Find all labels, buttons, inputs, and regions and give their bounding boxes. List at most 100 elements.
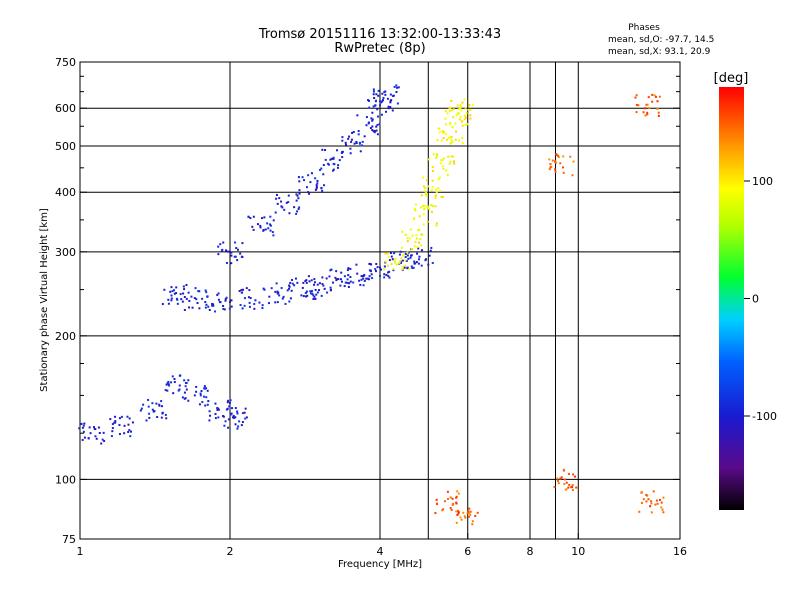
scatter-point [225,249,228,252]
x-tick-label: 16 [673,545,687,558]
scatter-point [352,281,355,284]
scatter-point [451,126,454,129]
scatter-point [230,412,233,415]
scatter-point [563,483,566,486]
scatter-point [303,179,306,182]
scatter-point [333,163,336,166]
scatter-point [414,262,417,265]
scatter-point [243,411,246,414]
x-tick-label: 2 [227,545,234,558]
scatter-point [421,176,424,179]
scatter-point [264,228,267,231]
scatter-point [276,301,279,304]
scatter-point [650,511,653,514]
scatter-point [153,410,156,413]
scatter-point [443,157,446,160]
scatter-point [239,304,242,307]
scatter-point [430,246,433,249]
scatter-point [454,138,457,141]
scatter-point [434,205,437,208]
scatter-point [314,288,317,291]
scatter-point [205,291,208,294]
scatter-point [346,281,349,284]
scatter-point [377,115,380,118]
scatter-point [445,169,448,172]
scatter-point [286,289,289,292]
scatter-point [352,130,355,133]
scatter-point [109,418,112,421]
scatter-point [422,185,425,188]
scatter-point [442,137,445,140]
scatter-point [170,381,173,384]
scatter-point [411,234,414,237]
scatter-point [298,192,301,195]
scatter-point [184,397,187,400]
scatter-point [571,484,574,487]
scatter-point [372,130,375,133]
scatter-point [227,250,230,253]
scatter-point [464,516,467,519]
scatter-point [647,498,650,501]
colorbar-tick-label: 0 [752,293,759,306]
scatter-point [374,104,377,107]
scatter-point [343,275,346,278]
scatter-point [167,380,170,383]
scatter-point [383,276,386,279]
scatter-point [398,253,401,256]
scatter-point [305,281,308,284]
scatter-point [438,131,441,134]
scatter-point [313,278,316,281]
scatter-point [372,90,375,93]
scatter-point [230,299,233,302]
scatter-point [377,94,380,97]
scatter-point [94,435,97,438]
scatter-point [227,426,230,429]
scatter-point [204,404,207,407]
scatter-point [431,261,434,264]
scatter-point [363,279,366,282]
scatter-point [267,227,270,230]
scatter-point [198,307,201,310]
scatter-point [280,287,283,290]
scatter-point [335,270,338,273]
scatter-point [469,117,472,120]
data-point [330,157,333,160]
scatter-point [450,141,453,144]
scatter-point [450,100,453,103]
scatter-point [201,297,204,300]
scatter-point [569,155,572,158]
scatter-point [230,305,233,308]
data-point [466,512,469,515]
scatter-point [635,94,638,97]
scatter-point [640,501,643,504]
scatter-point [646,111,649,114]
scatter-point [164,413,167,416]
scatter-point [296,281,299,284]
scatter-point [386,264,389,267]
scatter-point [302,295,305,298]
scatter-point [375,129,378,132]
scatter-point [217,416,220,419]
scatter-point [447,155,450,158]
scatter-point [644,114,647,117]
scatter-point [227,399,230,402]
scatter-point [241,421,244,424]
scatter-point [392,267,395,270]
scatter-point [567,486,570,489]
scatter-point [400,246,403,249]
scatter-point [346,278,349,281]
scatter-point [407,251,410,254]
scatter-point [287,194,290,197]
scatter-point [408,268,411,271]
scatter-point [226,401,229,404]
scatter-point [195,390,198,393]
scatter-point [411,267,414,270]
scatter-point [562,468,565,471]
scatter-point [437,127,440,130]
scatter-point [216,408,219,411]
scatter-point [205,303,208,306]
scatter-point [413,208,416,211]
scatter-point [156,416,159,419]
scatter-point [241,307,244,310]
